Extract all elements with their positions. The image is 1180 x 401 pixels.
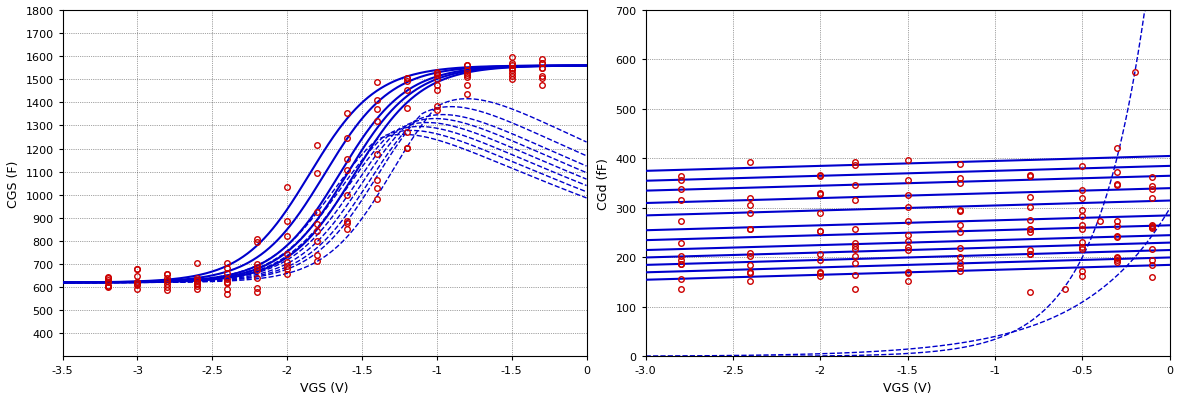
X-axis label: VGS (V): VGS (V) — [301, 381, 349, 394]
X-axis label: VGS (V): VGS (V) — [884, 381, 932, 394]
Y-axis label: CGd (fF): CGd (fF) — [597, 158, 610, 210]
Y-axis label: CGS (F): CGS (F) — [7, 160, 20, 207]
